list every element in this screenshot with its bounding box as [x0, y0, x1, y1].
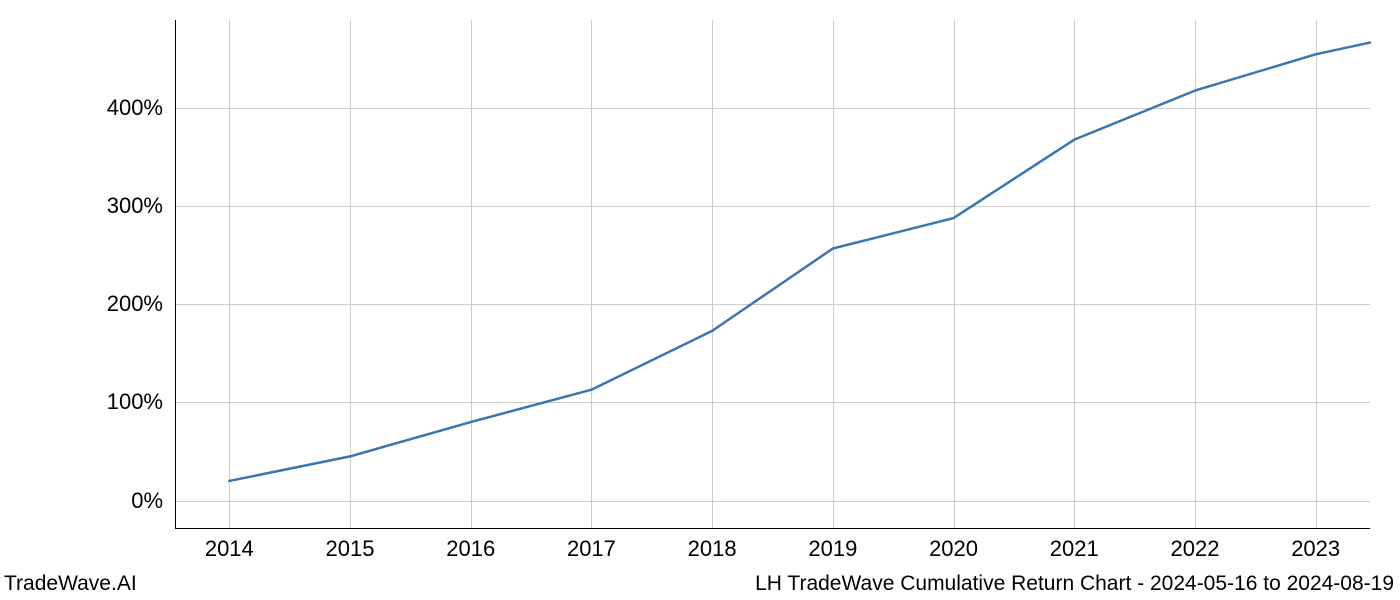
- series-line: [229, 43, 1370, 481]
- chart-container: 2014 2015 2016 2017 2018 2019 2020 2021 2022 2023…: [0, 0, 1400, 600]
- x-tick-label: 2021: [1050, 536, 1099, 562]
- footer-right-caption: LH TradeWave Cumulative Return Chart - 2…: [755, 572, 1394, 596]
- x-tick-label: 2022: [1170, 536, 1219, 562]
- x-tick-label: 2018: [688, 536, 737, 562]
- x-axis-spine: [175, 528, 1370, 529]
- y-tick-label: 400%: [107, 95, 163, 121]
- x-tick-label: 2019: [808, 536, 857, 562]
- x-tick-label: 2023: [1291, 536, 1340, 562]
- y-tick-label: 0%: [131, 488, 163, 514]
- y-tick-label: 100%: [107, 389, 163, 415]
- x-tick-label: 2020: [929, 536, 978, 562]
- y-tick-label: 300%: [107, 193, 163, 219]
- y-tick-label: 200%: [107, 291, 163, 317]
- x-tick-label: 2016: [446, 536, 495, 562]
- line-layer: [175, 20, 1370, 528]
- x-tick-label: 2014: [205, 536, 254, 562]
- plot-area: 2014201520162017201820192020202120222023…: [175, 20, 1370, 528]
- footer-left-branding: TradeWave.AI: [4, 572, 137, 596]
- x-tick-label: 2015: [326, 536, 375, 562]
- x-tick-label: 2017: [567, 536, 616, 562]
